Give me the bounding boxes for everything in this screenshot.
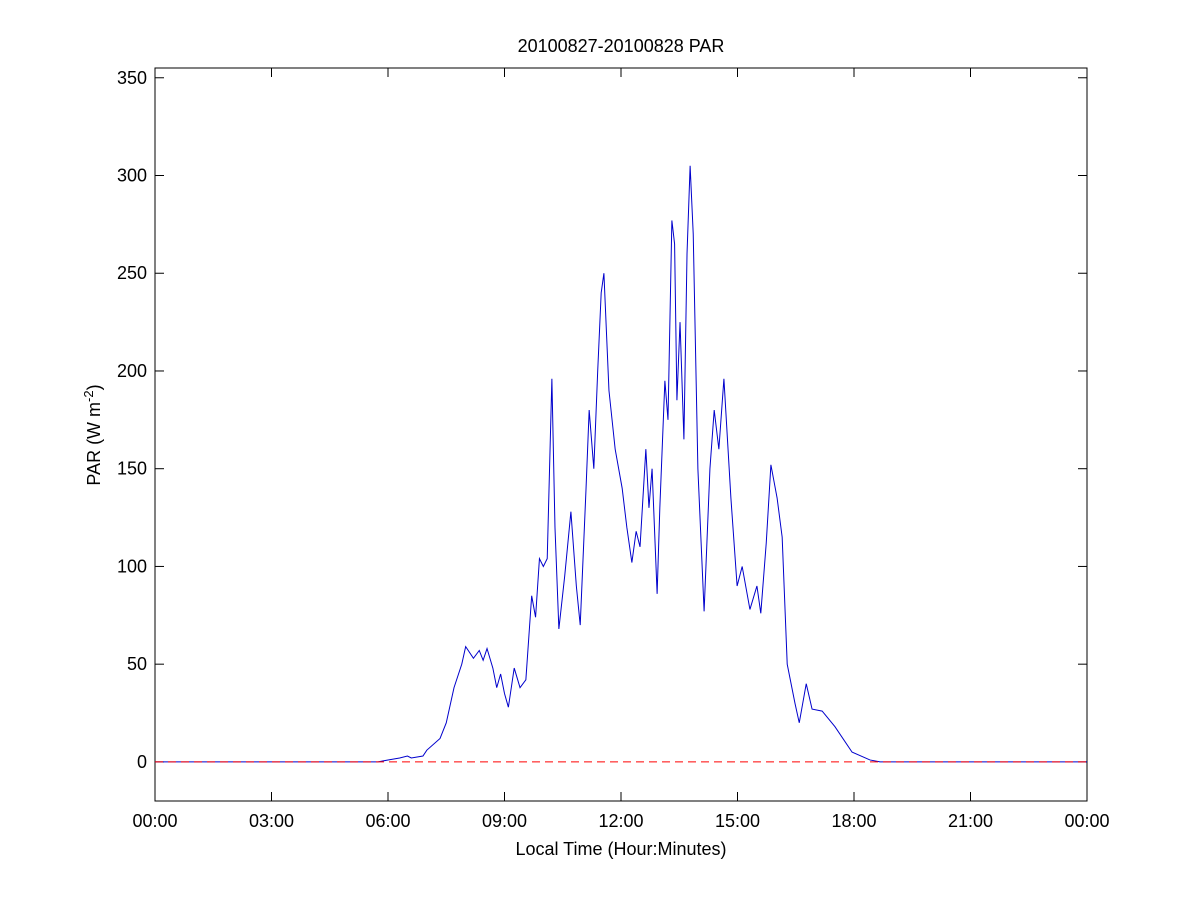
- y-tick-label: 200: [117, 361, 147, 381]
- x-axis-label: Local Time (Hour:Minutes): [515, 839, 726, 859]
- y-tick-label: 150: [117, 459, 147, 479]
- x-tick-label: 00:00: [1064, 811, 1109, 831]
- y-tick-label: 350: [117, 68, 147, 88]
- y-label-end: ): [84, 384, 104, 390]
- x-tick-label: 06:00: [365, 811, 410, 831]
- y-axis-label: PAR (W m-2): [81, 384, 104, 485]
- x-tick-label: 15:00: [715, 811, 760, 831]
- x-tick-label: 09:00: [482, 811, 527, 831]
- x-tick-label: 00:00: [132, 811, 177, 831]
- x-tick-label: 03:00: [249, 811, 294, 831]
- y-label-sup: -2: [81, 390, 96, 402]
- y-tick-label: 300: [117, 166, 147, 186]
- y-label-text: PAR (W m: [84, 402, 104, 486]
- y-tick-label: 100: [117, 556, 147, 576]
- data-line: [155, 165, 1087, 763]
- x-tick-label: 21:00: [948, 811, 993, 831]
- chart-title: 20100827-20100828 PAR: [518, 36, 725, 56]
- y-tick-label: 50: [127, 654, 147, 674]
- y-tick-label: 250: [117, 263, 147, 283]
- x-tick-label: 18:00: [831, 811, 876, 831]
- x-tick-label: 12:00: [598, 811, 643, 831]
- y-tick-label: 0: [137, 752, 147, 772]
